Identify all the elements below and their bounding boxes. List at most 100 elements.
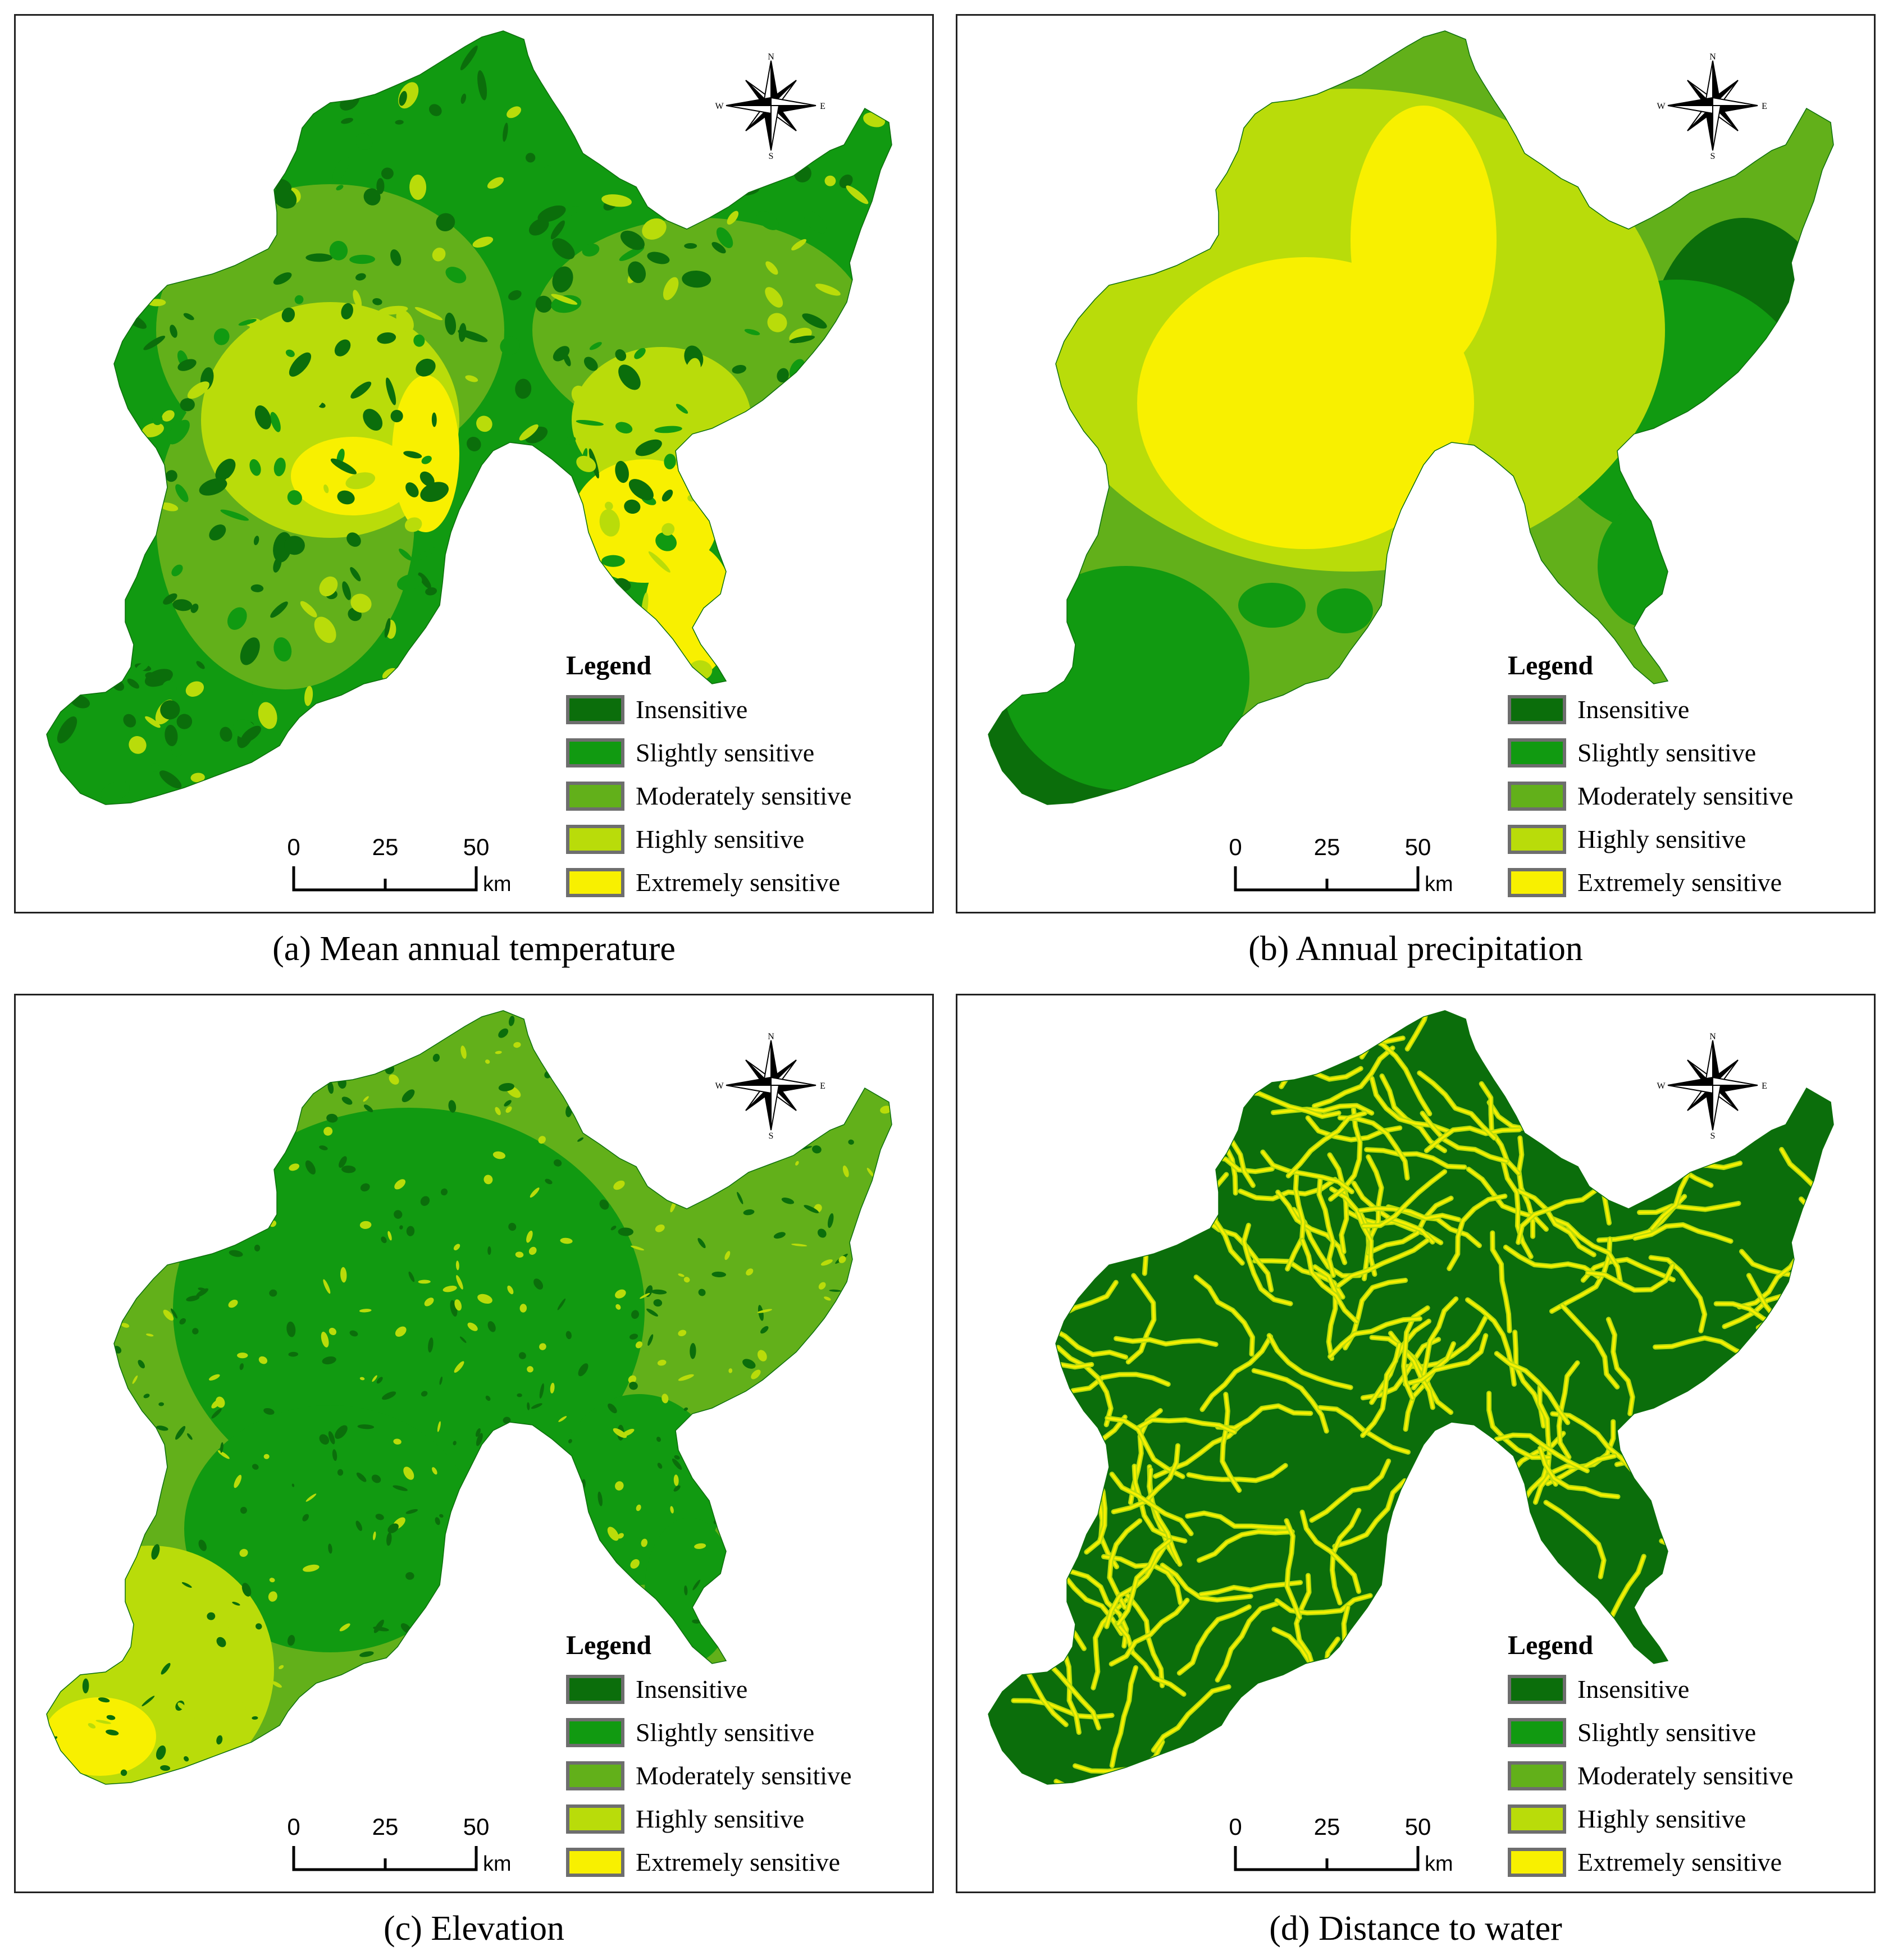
river-line <box>1550 1217 1622 1285</box>
legend-label: Insensitive <box>1577 695 1690 724</box>
terrain-patch <box>156 1745 166 1760</box>
legend-swatch <box>566 1847 624 1877</box>
terrain-patch <box>165 470 177 482</box>
terrain-patch <box>403 451 422 459</box>
terrain-patch <box>346 532 361 547</box>
terrain-patch <box>329 1327 336 1336</box>
terrain-patch <box>341 1165 356 1173</box>
terrain-patch <box>445 267 467 284</box>
terrain-patch <box>467 437 481 451</box>
terrain-patch <box>234 1474 242 1488</box>
region-outline <box>46 30 892 805</box>
terrain-patch <box>615 1481 624 1491</box>
compass-point <box>1712 1076 1758 1086</box>
compass-point <box>770 97 816 106</box>
terrain-patch <box>146 1333 154 1337</box>
region-shape <box>46 1010 892 1785</box>
terrain-patch <box>651 1289 667 1295</box>
terrain-patch <box>690 1342 696 1359</box>
terrain-patch <box>459 1336 467 1343</box>
terrain-patch <box>302 1514 309 1522</box>
terrain-patch <box>508 1016 515 1026</box>
terrain-patch <box>241 1583 252 1597</box>
terrain-patch <box>191 1715 195 1721</box>
terrain-patch <box>215 459 236 481</box>
terrain-patch <box>425 587 437 596</box>
compass-n: N <box>768 52 774 62</box>
caption-a: (a) Mean annual temperature <box>272 930 676 968</box>
terrain-patch <box>163 1309 174 1321</box>
terrain-patch <box>525 153 536 163</box>
river-line <box>1319 1406 1409 1454</box>
terrain-patch <box>287 1635 295 1646</box>
terrain-patch <box>387 1231 392 1241</box>
legend-item-moderately: Moderately sensitive <box>555 774 852 817</box>
river-line <box>1216 1405 1312 1429</box>
terrain-patch <box>402 1089 415 1103</box>
terrain-patch <box>418 1280 431 1284</box>
river-buffer <box>1659 1537 1759 1557</box>
river-line <box>1337 1239 1429 1287</box>
legend-item-insensitive: Insensitive <box>1497 1667 1794 1711</box>
terrain-patch <box>678 1374 694 1381</box>
terrain-patch <box>672 1458 682 1470</box>
legend-swatch <box>566 781 624 811</box>
legend-label: Slightly sensitive <box>1577 1718 1757 1747</box>
terrain-patch <box>199 478 227 496</box>
terrain-patch <box>846 185 869 204</box>
terrain-patch <box>207 1612 216 1620</box>
terrain-patch <box>582 243 600 257</box>
temperature-map <box>46 30 892 805</box>
terrain-patch <box>617 1533 624 1539</box>
terrain-patch <box>249 459 261 476</box>
terrain-patch <box>129 736 147 754</box>
terrain-patch <box>287 490 302 505</box>
terrain-patch <box>791 1244 808 1247</box>
scale-tick-0: 0 <box>287 834 300 860</box>
terrain-patch <box>656 1437 661 1442</box>
legend-item-highly: Highly sensitive <box>1497 817 1794 861</box>
terrain-patch <box>249 323 266 341</box>
terrain-patch <box>151 1544 160 1560</box>
legend-label: Moderately sensitive <box>636 782 852 810</box>
terrain-patch <box>697 1238 706 1249</box>
terrain-patch <box>332 156 349 182</box>
river-line <box>1502 1161 1532 1258</box>
terrain-patch <box>613 1428 627 1438</box>
terrain-patch <box>802 313 827 329</box>
river-line <box>1111 1666 1137 1767</box>
terrain-patch <box>142 423 164 437</box>
river-line <box>1517 1136 1534 1238</box>
terrain-patch <box>305 253 333 262</box>
legend-swatch <box>1508 738 1566 767</box>
terrain-patch <box>610 1226 617 1231</box>
river-line <box>1261 1151 1353 1193</box>
terrain-patch <box>767 313 787 332</box>
terrain-patch <box>355 133 373 150</box>
terrain-patch <box>655 1225 665 1232</box>
terrain-patch <box>270 433 295 444</box>
river-line <box>1371 1336 1434 1409</box>
terrain-patch <box>692 1619 701 1624</box>
terrain-patch <box>698 1289 706 1296</box>
zone-extreme <box>47 1697 156 1776</box>
compass-point <box>1667 1085 1713 1094</box>
terrain-patch <box>678 1273 685 1277</box>
terrain-patch <box>258 498 270 519</box>
terrain-patch <box>95 1720 111 1724</box>
river-line <box>1406 1011 1430 1050</box>
terrain-patch <box>220 727 232 742</box>
river-line <box>1370 1197 1453 1253</box>
legend-swatch <box>1508 1804 1566 1834</box>
terrain-patch <box>472 236 494 248</box>
terrain-patch <box>162 410 175 422</box>
terrain-patch <box>181 1582 192 1588</box>
terrain-patch <box>328 1543 332 1554</box>
terrain-patch <box>576 419 604 426</box>
legend-item-moderately: Moderately sensitive <box>555 1754 852 1797</box>
terrain-patch <box>460 1045 467 1059</box>
river-line <box>1660 1538 1758 1556</box>
river-line <box>1111 1473 1193 1535</box>
terrain-patch <box>743 1209 755 1216</box>
scale-tick-0: 0 <box>1229 834 1242 860</box>
